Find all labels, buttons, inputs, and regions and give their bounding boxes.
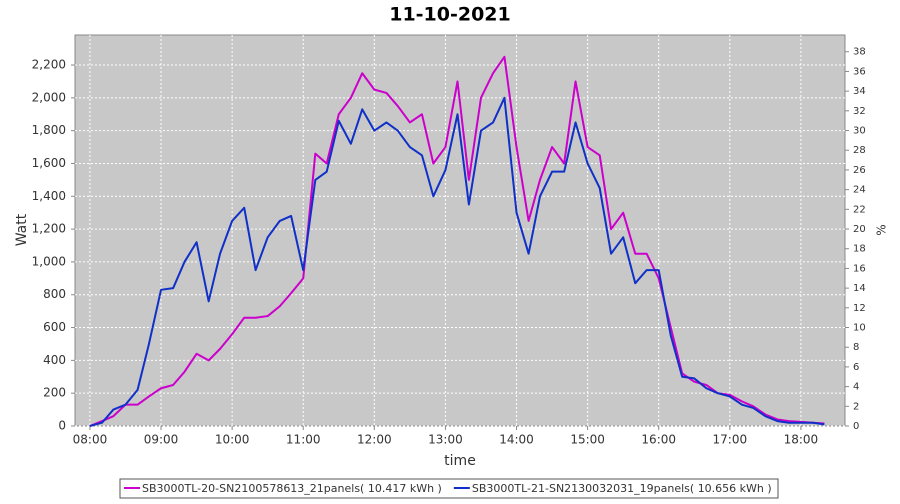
x-tick-label: 12:00 xyxy=(357,433,392,447)
y2-tick-label: 38 xyxy=(853,47,866,58)
y2-axis-label: % xyxy=(875,224,889,235)
y2-tick-label: 16 xyxy=(853,263,866,274)
y-tick-label: 2,200 xyxy=(32,58,66,72)
y-tick-label: 600 xyxy=(43,320,66,334)
y2-tick-label: 36 xyxy=(853,66,866,77)
x-tick-label: 18:00 xyxy=(784,433,819,447)
y2-tick-label: 10 xyxy=(853,323,866,334)
legend xyxy=(119,478,779,499)
y2-tick-label: 34 xyxy=(853,86,866,97)
x-tick-label: 08:00 xyxy=(73,433,108,447)
x-tick-label: 15:00 xyxy=(570,433,605,447)
legend-label: SB3000TL-21-SN2130032031_19panels( 10.65… xyxy=(472,482,772,495)
y-tick-label: 800 xyxy=(43,287,66,301)
y2-tick-label: 0 xyxy=(853,421,859,432)
x-tick-label: 10:00 xyxy=(215,433,250,447)
x-tick-label: 16:00 xyxy=(641,433,676,447)
y2-tick-label: 8 xyxy=(853,342,859,353)
y2-tick-label: 22 xyxy=(853,204,866,215)
y2-tick-label: 28 xyxy=(853,145,866,156)
y-tick-label: 1,800 xyxy=(32,123,66,137)
y2-tick-label: 6 xyxy=(853,362,859,373)
y-tick-label: 200 xyxy=(43,386,66,400)
y2-tick-label: 14 xyxy=(853,283,866,294)
x-tick-label: 11:00 xyxy=(286,433,321,447)
y-tick-label: 400 xyxy=(43,353,66,367)
y2-tick-label: 12 xyxy=(853,303,866,314)
y-tick-label: 1,000 xyxy=(32,254,66,268)
y-tick-label: 1,200 xyxy=(32,222,66,236)
y2-tick-label: 4 xyxy=(853,382,859,393)
y-tick-label: 1,600 xyxy=(32,156,66,170)
chart-title: 11-10-2021 xyxy=(389,4,511,26)
y2-tick-label: 20 xyxy=(853,224,866,235)
x-tick-label: 14:00 xyxy=(499,433,534,447)
x-tick-label: 17:00 xyxy=(713,433,748,447)
y2-tick-label: 30 xyxy=(853,126,866,137)
x-axis-label: time xyxy=(444,453,476,469)
y-tick-label: 1,400 xyxy=(32,189,66,203)
x-tick-label: 13:00 xyxy=(428,433,463,447)
y-tick-label: 2,000 xyxy=(32,90,66,104)
series-line xyxy=(89,96,825,427)
y2-tick-label: 24 xyxy=(853,185,866,196)
x-tick-label: 09:00 xyxy=(144,433,179,447)
y2-tick-label: 26 xyxy=(853,165,866,176)
y2-tick-label: 2 xyxy=(853,401,859,412)
y2-tick-label: 32 xyxy=(853,106,866,117)
y-axis-label: Watt xyxy=(14,213,30,246)
legend-label: SB3000TL-20-SN2100578613_21panels( 10.41… xyxy=(142,482,442,495)
y2-tick-label: 18 xyxy=(853,244,866,255)
y-tick-label: 0 xyxy=(58,419,66,433)
